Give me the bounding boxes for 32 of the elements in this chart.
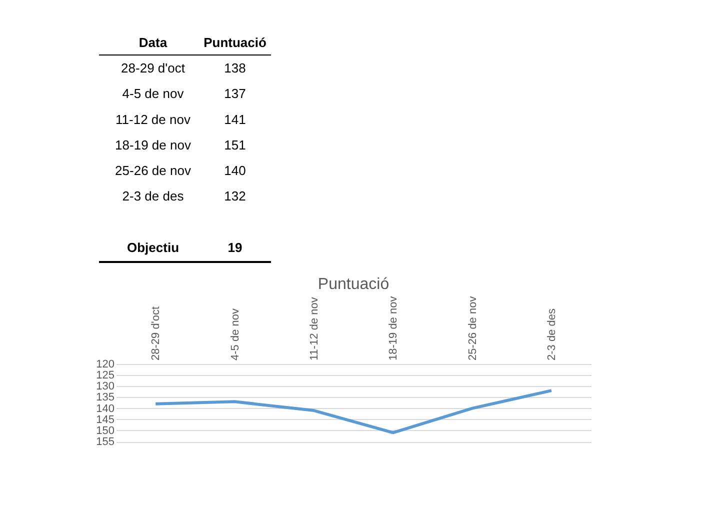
text: 138 [224, 60, 246, 76]
chart-title: Puntuació [318, 276, 390, 293]
text: Data [138, 35, 168, 50]
text: 25-26 de nov [115, 163, 192, 178]
x-tick-label: 11-12 de nov [308, 296, 320, 360]
y-tick-label: 140 [96, 402, 114, 415]
text: 140 [224, 163, 246, 178]
text: 19 [228, 240, 242, 256]
text: 141 [224, 112, 246, 127]
y-tick-label: 125 [96, 370, 114, 382]
text: 2-3 de des [122, 188, 184, 204]
text: Objectiu [126, 240, 180, 256]
line-series [154, 389, 553, 434]
x-tick-label: 4-5 de nov [229, 308, 242, 360]
y-tick-label: 150 [96, 424, 114, 437]
text: 151 [224, 137, 246, 152]
text: 132 [224, 188, 246, 204]
text: 18-19 de nov [115, 137, 192, 152]
y-tick-label: 130 [96, 380, 114, 393]
text: Puntuació [204, 35, 266, 50]
y-tick-label: 120 [96, 358, 114, 370]
x-tick-label: 18-19 de nov [388, 296, 400, 360]
y-tick-label: 135 [96, 392, 114, 404]
x-tick-label: 28-29 d'oct [150, 306, 162, 360]
text: 4-5 de nov [122, 86, 184, 102]
text: 137 [224, 86, 246, 102]
y-tick-label: 155 [96, 436, 114, 448]
text: 11-12 de nov [116, 112, 191, 127]
x-tick-label: 2-3 de des [546, 308, 558, 360]
y-tick-label: 145 [96, 414, 114, 426]
text: 28-29 d'oct [121, 60, 186, 76]
x-tick-label: 25-26 de nov [466, 296, 479, 360]
